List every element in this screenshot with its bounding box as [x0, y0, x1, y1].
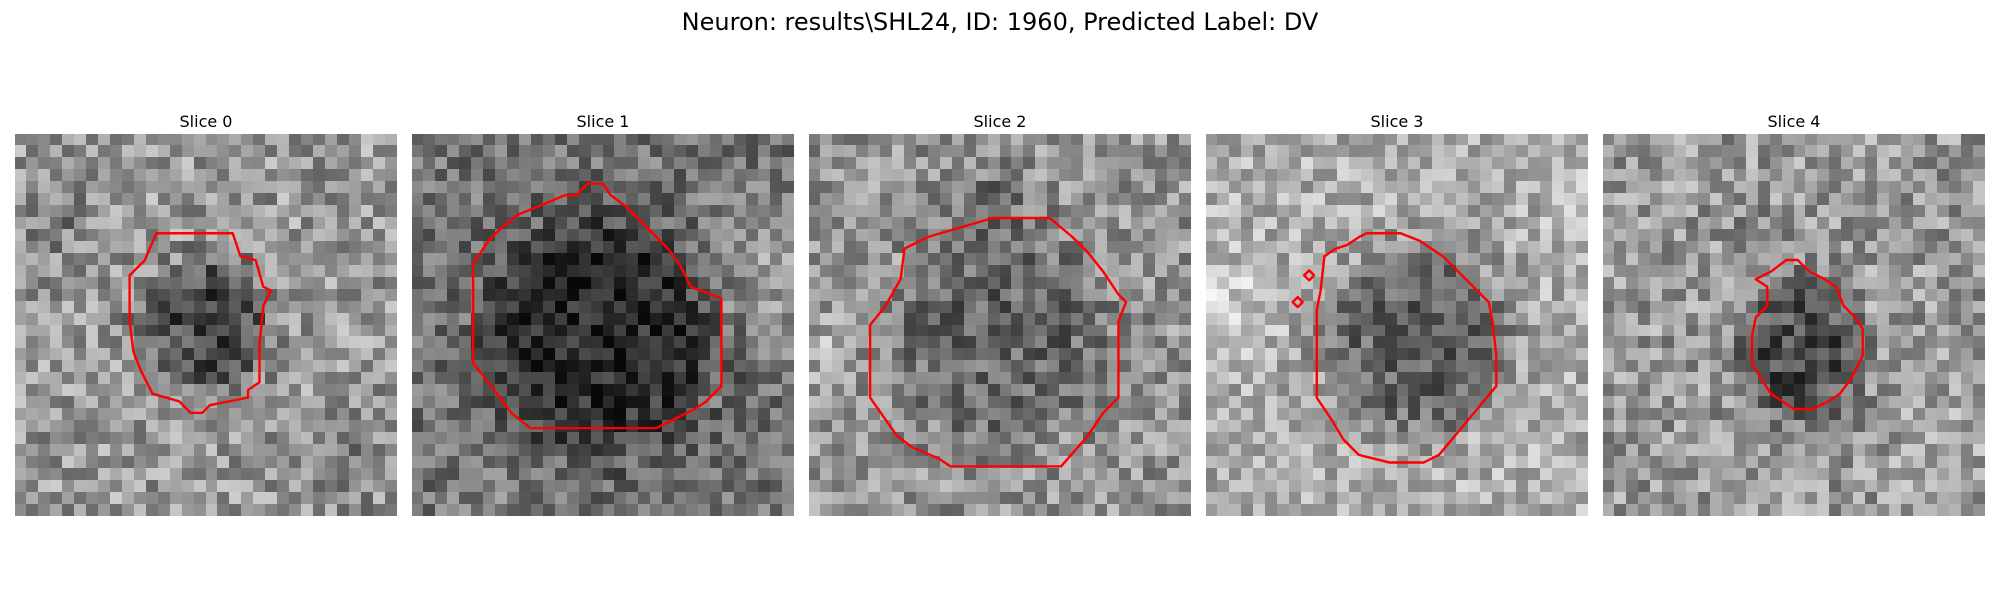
- slice-panel-1: Slice 1: [412, 110, 794, 516]
- slice-title-3: Slice 3: [1370, 112, 1424, 131]
- slice-image-2: [809, 134, 1191, 516]
- slice-panel-2: Slice 2: [809, 110, 1191, 516]
- slice-panel-3: Slice 3: [1206, 110, 1588, 516]
- slice-image-0: [15, 134, 397, 516]
- slice-panel-0: Slice 0: [15, 110, 397, 516]
- slice-title-4: Slice 4: [1767, 112, 1821, 131]
- slice-image-3: [1206, 134, 1588, 516]
- slice-image-1: [412, 134, 794, 516]
- figure-title: Neuron: results\SHL24, ID: 1960, Predict…: [681, 8, 1319, 36]
- slice-title-0: Slice 0: [179, 112, 233, 131]
- slice-title-1: Slice 1: [576, 112, 630, 131]
- slice-title-2: Slice 2: [973, 112, 1027, 131]
- slice-image-4: [1603, 134, 1985, 516]
- slice-panel-4: Slice 4: [1603, 110, 1985, 516]
